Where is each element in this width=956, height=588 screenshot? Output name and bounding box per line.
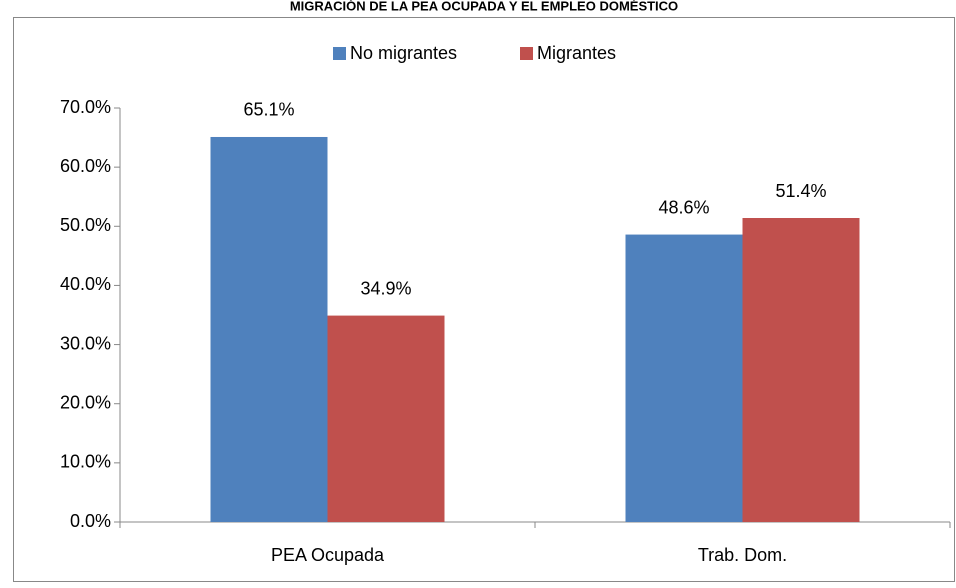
y-tick-label: 50.0% (60, 215, 111, 235)
y-tick-label: 30.0% (60, 333, 111, 353)
bar (742, 218, 860, 522)
y-tick-label: 70.0% (60, 97, 111, 117)
chart-title: MIGRACIÓN DE LA PEA OCUPADA Y EL EMPLEO … (290, 0, 678, 13)
value-label: 34.9% (360, 278, 411, 298)
legend-swatch (520, 47, 533, 60)
value-label: 48.6% (658, 197, 709, 217)
y-tick-label: 10.0% (60, 452, 111, 472)
x-tick-label: PEA Ocupada (271, 545, 385, 565)
y-tick-label: 40.0% (60, 274, 111, 294)
bar (210, 136, 328, 523)
value-label: 65.1% (243, 100, 294, 120)
legend-label: Migrantes (537, 43, 616, 63)
x-tick-label: Trab. Dom. (698, 545, 787, 565)
value-label: 51.4% (775, 181, 826, 201)
legend-label: No migrantes (350, 43, 457, 63)
bar (327, 315, 445, 522)
y-tick-label: 20.0% (60, 392, 111, 412)
bar (625, 234, 743, 522)
legend-swatch (333, 47, 346, 60)
y-tick-label: 60.0% (60, 156, 111, 176)
y-tick-label: 0.0% (70, 511, 111, 531)
